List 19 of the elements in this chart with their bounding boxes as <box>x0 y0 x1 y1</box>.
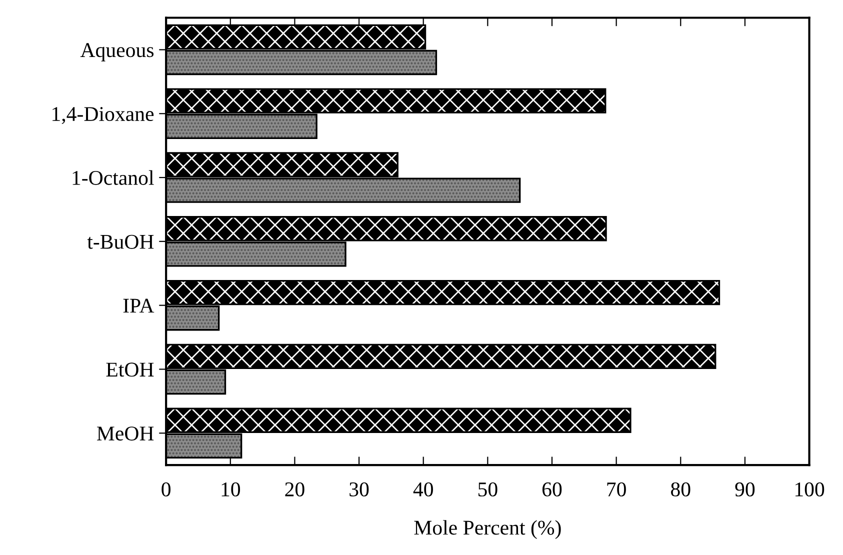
y-tick-label: IPA <box>123 298 154 313</box>
x-tick-label: 70 <box>607 482 626 496</box>
x-tick-label: 80 <box>671 482 690 496</box>
x-tick-label: 60 <box>542 482 562 496</box>
x-tick-label: 30 <box>350 482 369 496</box>
y-tick-label: EtOH <box>106 362 154 377</box>
x-tick-label: 100 <box>795 482 824 496</box>
y-tick-label: 1,4-Dioxane <box>52 107 154 124</box>
y-tick-label: MeOH <box>97 426 154 441</box>
x-tick-label: 10 <box>222 482 240 496</box>
x-tick-label: 20 <box>285 482 304 496</box>
x-tick-label: 50 <box>478 482 498 496</box>
y-tick-label: 1-Octanol <box>72 170 154 185</box>
x-tick-label: 90 <box>735 482 755 496</box>
x-axis-title: Mole Percent (%) <box>414 520 561 539</box>
x-tick-label: 40 <box>413 482 433 496</box>
y-tick-label: Aqueous <box>80 43 154 62</box>
x-tick-label: 0 <box>162 482 170 496</box>
y-tick-label: t-BuOH <box>87 234 154 249</box>
